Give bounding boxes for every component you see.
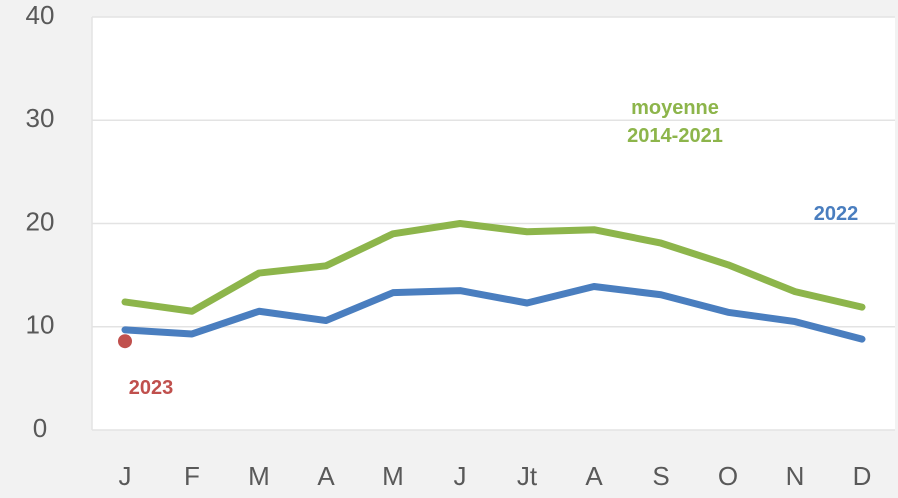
y-tick-label: 20 — [26, 206, 55, 236]
x-tick-label: A — [585, 461, 603, 491]
series-label: moyenne 2014-2021 — [627, 97, 723, 147]
y-tick-label: 30 — [26, 103, 55, 133]
x-tick-label: D — [853, 461, 872, 491]
x-tick-label: S — [652, 461, 669, 491]
x-tick-label: N — [786, 461, 805, 491]
line — [121, 220, 866, 315]
x-tick-label: J — [454, 461, 467, 491]
x-tick-label: J — [119, 461, 132, 491]
x-tick-label: O — [718, 461, 738, 491]
point — [118, 334, 132, 349]
line — [121, 282, 866, 343]
x-tick-label: M — [382, 461, 404, 491]
y-tick-label: 40 — [26, 0, 55, 30]
x-tick-label: Jt — [517, 461, 538, 491]
series-label: 2023 — [128, 377, 174, 399]
y-tick-label: 0 — [33, 413, 47, 443]
y-tick-label: 10 — [26, 310, 55, 340]
x-tick-label: A — [317, 461, 335, 491]
x-tick-label: F — [184, 461, 200, 491]
series-label: 2022 — [813, 203, 859, 225]
x-tick-label: M — [248, 461, 270, 491]
